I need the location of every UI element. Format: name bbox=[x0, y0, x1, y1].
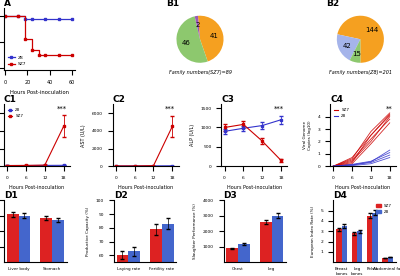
Bar bbox=[150, 229, 162, 276]
Text: B1: B1 bbox=[166, 0, 179, 8]
X-axis label: Hours Post-inoculation: Hours Post-inoculation bbox=[10, 91, 69, 95]
Text: 2: 2 bbox=[196, 22, 200, 28]
Y-axis label: ALP (U/L): ALP (U/L) bbox=[190, 124, 195, 146]
Wedge shape bbox=[337, 34, 360, 60]
Bar bbox=[40, 218, 52, 262]
Y-axis label: Productive Capacity (%): Productive Capacity (%) bbox=[86, 206, 90, 256]
Text: ***: *** bbox=[56, 106, 66, 112]
Text: 15: 15 bbox=[352, 51, 361, 57]
Legend: SZ7, Z8: SZ7, Z8 bbox=[332, 106, 351, 120]
Bar bbox=[388, 257, 393, 262]
Text: **: ** bbox=[386, 106, 393, 112]
Text: D1: D1 bbox=[4, 191, 18, 200]
Y-axis label: AST (U/L): AST (U/L) bbox=[82, 124, 86, 147]
Text: D2: D2 bbox=[114, 191, 128, 200]
Bar bbox=[382, 258, 388, 262]
Text: Family numbers(Z8)=201: Family numbers(Z8)=201 bbox=[329, 70, 392, 75]
Text: D3: D3 bbox=[224, 191, 237, 200]
Text: B2: B2 bbox=[326, 0, 340, 8]
Bar bbox=[260, 222, 272, 262]
Text: ***: *** bbox=[274, 106, 284, 112]
Text: C4: C4 bbox=[330, 95, 343, 104]
Bar bbox=[367, 216, 372, 262]
X-axis label: Hours Post-inoculation: Hours Post-inoculation bbox=[9, 185, 64, 190]
Wedge shape bbox=[350, 39, 360, 63]
Wedge shape bbox=[198, 16, 224, 62]
Wedge shape bbox=[195, 16, 200, 39]
Bar bbox=[117, 255, 128, 276]
Bar bbox=[52, 221, 64, 262]
Bar bbox=[352, 233, 357, 262]
Y-axis label: Slaughter Performance (%): Slaughter Performance (%) bbox=[193, 203, 197, 259]
Text: D4: D4 bbox=[333, 191, 347, 200]
X-axis label: Hours Post-inoculation: Hours Post-inoculation bbox=[227, 185, 282, 190]
Text: 41: 41 bbox=[210, 33, 218, 39]
Bar bbox=[357, 231, 362, 262]
Bar bbox=[128, 251, 140, 276]
Bar bbox=[7, 214, 18, 262]
Wedge shape bbox=[176, 16, 208, 63]
Legend: SZ7, Z8: SZ7, Z8 bbox=[374, 202, 394, 216]
Bar bbox=[342, 226, 347, 262]
Bar bbox=[226, 248, 238, 262]
Text: Family numbers(SZ7)=89: Family numbers(SZ7)=89 bbox=[168, 70, 232, 75]
X-axis label: Hours Post-inoculation: Hours Post-inoculation bbox=[336, 185, 391, 190]
Bar bbox=[272, 216, 283, 262]
Text: C2: C2 bbox=[113, 95, 126, 104]
Text: 144: 144 bbox=[365, 27, 378, 33]
Bar bbox=[18, 216, 30, 262]
Text: 42: 42 bbox=[342, 43, 351, 49]
Bar bbox=[162, 224, 174, 276]
Text: A: A bbox=[4, 0, 11, 8]
Y-axis label: European Index Rate (%): European Index Rate (%) bbox=[311, 206, 315, 257]
Legend: Z8, SZ7: Z8, SZ7 bbox=[6, 54, 28, 68]
Legend: Z8, SZ7: Z8, SZ7 bbox=[6, 106, 25, 120]
Text: C1: C1 bbox=[4, 95, 17, 104]
Text: 46: 46 bbox=[182, 40, 191, 46]
Text: ***: *** bbox=[165, 106, 175, 112]
Bar bbox=[336, 229, 342, 262]
Y-axis label: Viral Genome
Copies (log10): Viral Genome Copies (log10) bbox=[304, 120, 312, 150]
Bar bbox=[238, 244, 250, 262]
X-axis label: Hours Post-inoculation: Hours Post-inoculation bbox=[118, 185, 173, 190]
Text: C3: C3 bbox=[222, 95, 234, 104]
Bar bbox=[372, 213, 378, 262]
Wedge shape bbox=[337, 16, 384, 63]
